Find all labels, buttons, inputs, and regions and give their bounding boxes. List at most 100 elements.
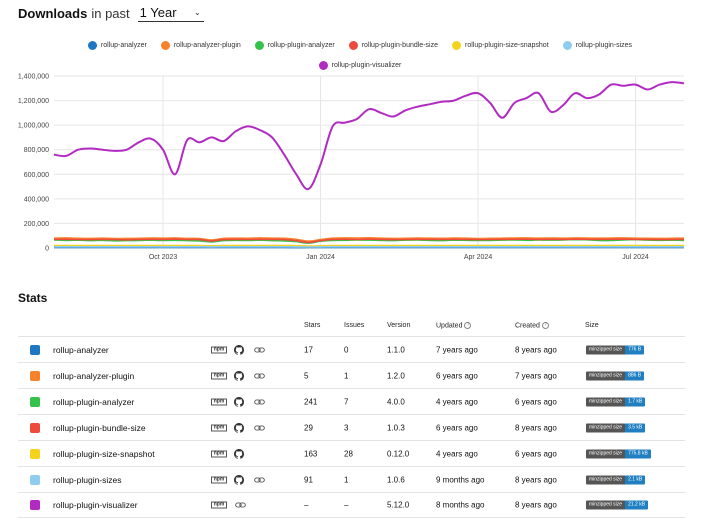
version-value: 1.2.0	[387, 371, 405, 380]
stars-value: 163	[304, 449, 318, 458]
version-value: 1.0.3	[387, 423, 405, 432]
issues-value: 1	[344, 371, 349, 380]
legend-item[interactable]: rollup-plugin-size-snapshot	[451, 40, 549, 51]
x-tick-label: Oct 2023	[149, 254, 178, 261]
badge-key: minzipped size	[586, 345, 626, 354]
size-badge[interactable]: minzipped size 3.5 kB	[586, 423, 646, 432]
updated-value: 7 years ago	[436, 345, 478, 354]
help-icon[interactable]: ?	[541, 322, 549, 329]
link-icon[interactable]	[254, 398, 265, 406]
github-icon[interactable]	[234, 474, 244, 485]
legend-label: rollup-plugin-sizes	[575, 42, 633, 49]
legend-label: rollup-plugin-analyzer	[267, 42, 335, 49]
legend-dot-icon	[451, 41, 461, 50]
link-icon[interactable]	[235, 501, 246, 509]
updated-value: 6 years ago	[436, 423, 478, 432]
size-badge[interactable]: minzipped size 886 B	[586, 371, 645, 380]
y-tick-label: 800,000	[24, 147, 49, 154]
stars-value: 241	[304, 397, 318, 406]
package-name[interactable]: rollup-plugin-visualizer	[53, 500, 138, 510]
badge-key: minzipped size	[586, 397, 626, 406]
issues-value: 1	[344, 475, 349, 484]
stats-table: Stars Issues Version Updated? Created? S…	[18, 318, 685, 518]
downloads-subtitle: in past	[91, 5, 130, 21]
size-badge[interactable]: minzipped size 21.2 kB	[586, 500, 649, 510]
npm-icon[interactable]: npm	[211, 398, 227, 405]
legend-item[interactable]: rollup-plugin-analyzer	[254, 40, 335, 51]
color-swatch	[30, 500, 40, 510]
table-row: rollup-plugin-size-snapshot npm 163 28 0.12.…	[18, 440, 685, 466]
col-updated: Updated?	[436, 322, 472, 329]
package-name[interactable]: rollup-analyzer	[53, 344, 109, 355]
period-value: 1 Year	[139, 5, 177, 20]
y-tick-label: 200,000	[24, 221, 49, 228]
legend-item[interactable]: rollup-plugin-visualizer	[318, 60, 401, 71]
github-icon[interactable]	[234, 396, 244, 407]
period-select[interactable]: 1 Year ⌄	[137, 5, 204, 22]
legend-item[interactable]: rollup-plugin-sizes	[562, 40, 633, 51]
stats-table-header: Stars Issues Version Updated? Created? S…	[18, 318, 685, 336]
badge-value: 2.1 kB	[625, 475, 646, 484]
stars-value: 91	[304, 475, 313, 484]
link-icon[interactable]	[254, 372, 265, 380]
x-tick-label: Apr 2024	[464, 254, 493, 261]
col-version: Version	[387, 322, 411, 329]
help-icon[interactable]: ?	[464, 322, 472, 329]
series-line-rollup-plugin-bundle-size	[53, 238, 685, 244]
size-badge[interactable]: minzipped size 1.7 kB	[586, 397, 646, 406]
badge-value: 775.8 kB	[625, 449, 651, 458]
y-tick-label: 400,000	[24, 196, 49, 203]
github-icon[interactable]	[234, 422, 244, 433]
stars-value: –	[304, 500, 309, 510]
version-value: 1.1.0	[387, 345, 405, 354]
package-name[interactable]: rollup-plugin-size-snapshot	[53, 448, 155, 459]
updated-value: 9 months ago	[436, 475, 485, 484]
npm-icon[interactable]: npm	[211, 372, 227, 379]
npm-icon[interactable]: npm	[211, 476, 227, 483]
table-row: rollup-plugin-analyzer npm 241 7 4.0.0 4 year…	[18, 388, 685, 414]
col-size: Size	[585, 322, 599, 329]
badge-key: minzipped size	[586, 423, 626, 432]
legend-item[interactable]: rollup-plugin-bundle-size	[348, 40, 438, 51]
legend-item[interactable]: rollup-analyzer	[87, 40, 147, 51]
npm-icon[interactable]: npm	[211, 450, 227, 457]
package-name[interactable]: rollup-plugin-bundle-size	[53, 422, 146, 433]
color-swatch	[30, 448, 40, 459]
package-name[interactable]: rollup-plugin-analyzer	[53, 396, 135, 407]
github-icon[interactable]	[234, 370, 244, 381]
legend-item[interactable]: rollup-analyzer-plugin	[160, 40, 241, 51]
created-value: 8 years ago	[515, 475, 557, 484]
link-icon[interactable]	[254, 424, 265, 432]
link-icon[interactable]	[254, 346, 265, 354]
created-value: 6 years ago	[515, 449, 557, 458]
legend-label: rollup-analyzer-plugin	[173, 42, 241, 49]
legend-label: rollup-plugin-size-snapshot	[464, 42, 549, 49]
table-row: rollup-analyzer npm 17 0 1.1.0 7 years ago 8 y…	[18, 336, 685, 362]
created-value: 7 years ago	[515, 371, 557, 380]
package-name[interactable]: rollup-analyzer-plugin	[53, 370, 135, 381]
legend-dot-icon	[254, 41, 264, 50]
legend-label: rollup-analyzer	[100, 42, 147, 49]
downloads-header: Downloads in past 1 Year ⌄	[18, 4, 204, 22]
npm-icon[interactable]: npm	[211, 424, 227, 431]
downloads-title: Downloads	[18, 5, 88, 21]
issues-value: 3	[344, 423, 349, 432]
npm-icon[interactable]: npm	[211, 346, 227, 353]
issues-value: 0	[344, 345, 349, 354]
github-icon[interactable]	[234, 448, 244, 459]
size-badge[interactable]: minzipped size 2.1 kB	[586, 475, 646, 484]
package-name[interactable]: rollup-plugin-sizes	[53, 474, 122, 485]
legend-dot-icon	[318, 61, 328, 70]
github-icon[interactable]	[234, 344, 244, 355]
version-value: 4.0.0	[387, 397, 405, 406]
npm-icon[interactable]: npm	[211, 501, 227, 509]
stars-value: 29	[304, 423, 313, 432]
size-badge[interactable]: minzipped size 776 B	[586, 345, 645, 354]
table-row: rollup-plugin-sizes npm 91 1 1.0.6 9 months a…	[18, 466, 685, 492]
y-tick-label: 1,400,000	[18, 74, 49, 81]
link-icon[interactable]	[254, 476, 265, 484]
table-row: rollup-analyzer-plugin npm 5 1 1.2.0 6 years …	[18, 362, 685, 388]
legend-dot-icon	[87, 41, 97, 50]
series-line-rollup-plugin-analyzer	[53, 238, 685, 244]
size-badge[interactable]: minzipped size 775.8 kB	[586, 449, 651, 458]
